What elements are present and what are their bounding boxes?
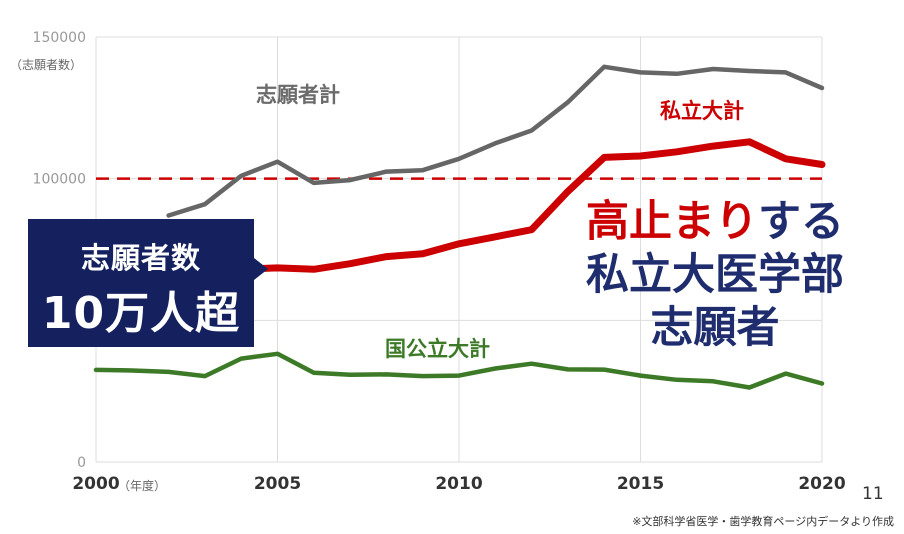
- callout-line2: 10万人超: [41, 288, 241, 339]
- series-label-public: 国公立大計: [385, 337, 490, 361]
- x-tick-label: 2005: [254, 474, 301, 494]
- source-note: ※文部科学省医学・歯学教育ページ内データより作成: [632, 515, 894, 528]
- headline-line3: 志願者: [650, 303, 780, 353]
- callout-box: 志願者数 10万人超: [28, 219, 254, 347]
- callout-line1: 志願者数: [80, 241, 201, 275]
- x-axis-unit-label: （年度）: [118, 478, 166, 493]
- chart-series-lines: [93, 64, 826, 390]
- headline-line2: 私立大医学部: [586, 250, 844, 300]
- y-tick-label: 150000: [33, 30, 86, 46]
- page-number: 11: [862, 484, 884, 504]
- x-tick-label: 2000: [72, 474, 119, 494]
- series-line-public: [93, 351, 825, 390]
- series-line-private: [237, 138, 826, 273]
- x-tick-label: 2020: [798, 474, 845, 494]
- y-axis-label: （志願者数）: [10, 57, 82, 72]
- headline-line1: 高止まりする: [560, 196, 870, 249]
- y-tick-label: 100000: [33, 172, 86, 188]
- x-tick-label: 2010: [435, 474, 482, 494]
- headline-red-text: 高止まり: [586, 197, 758, 247]
- x-tick-label: 2015: [617, 474, 664, 494]
- y-axis-ticks: 150000 100000 0: [33, 30, 86, 471]
- headline-annotation: 高止まりする 私立大医学部 志願者: [560, 196, 870, 355]
- series-label-total: 志願者計: [256, 83, 340, 107]
- callout-pointer: [254, 258, 268, 280]
- series-label-private: 私立大計: [660, 99, 744, 123]
- series-line-total: [166, 64, 825, 218]
- headline-blue-text: する: [758, 197, 844, 247]
- y-tick-label: 0: [77, 455, 86, 471]
- x-axis-ticks: 2000 2005 2010 2015 2020: [72, 474, 845, 494]
